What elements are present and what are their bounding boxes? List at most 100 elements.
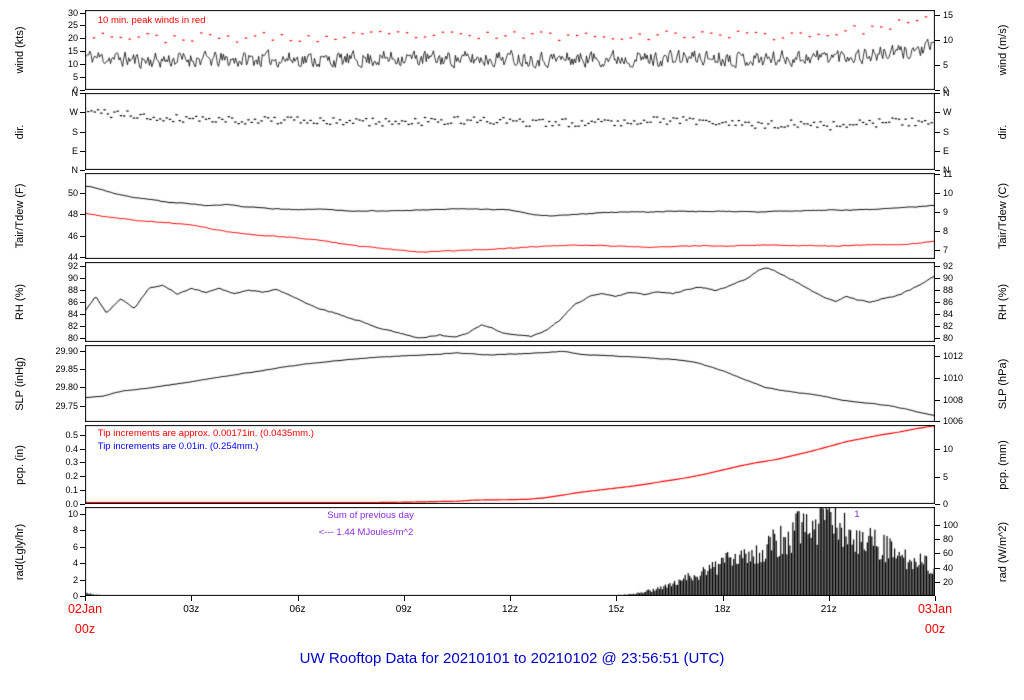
slp-ytick-right xyxy=(935,421,940,423)
rad-ytick-label-left: 2 xyxy=(72,574,78,585)
rh-ytick-left xyxy=(80,302,85,303)
dir-plot-canvas xyxy=(85,93,935,170)
rad-ytick-left xyxy=(80,546,85,548)
dir-ytick-label-left: N xyxy=(71,165,79,175)
x-tick xyxy=(828,596,830,601)
pcp-ytick-label-right: 5 xyxy=(943,471,949,482)
x-tick xyxy=(297,596,299,601)
rh-ytick-label-left: 80 xyxy=(67,333,78,344)
dir-ytick-label-right: E xyxy=(943,145,950,156)
slp-ytick-left xyxy=(80,368,85,370)
panel-rh xyxy=(85,262,935,342)
rh-ytick-left xyxy=(80,338,85,340)
dir-ytick-right xyxy=(935,93,940,94)
temp-ytick-left xyxy=(80,193,85,195)
wind-ytick-label-left: 0 xyxy=(72,85,78,95)
pcp-ytick-right xyxy=(935,476,940,478)
x-tick-label: 12z xyxy=(501,604,519,615)
temp-ylabel-right: Tair/Tdew (C) xyxy=(997,182,1009,250)
chart-title: UW Rooftop Data for 20210101 to 20210102… xyxy=(299,650,725,667)
rh-ytick-right xyxy=(935,326,940,328)
rh-ytick-label-left: 86 xyxy=(67,297,78,307)
dir-ytick-right xyxy=(935,150,940,152)
temp-ytick-label-right: 7 xyxy=(943,245,949,256)
pcp-ytick-left xyxy=(80,448,85,450)
pcp-annotation-0: Tip increments are approx. 0.00171in. (0… xyxy=(97,428,314,440)
panel-rad xyxy=(85,507,935,596)
panel-slp xyxy=(85,345,935,422)
pcp-ylabel-right: pcp. (mm) xyxy=(997,439,1009,490)
pcp-ytick-label-left: 0.0 xyxy=(65,499,78,509)
rh-ytick-left xyxy=(80,326,85,328)
rad-ytick-label-right: 40 xyxy=(943,562,954,573)
dir-ytick-right xyxy=(935,112,940,114)
x-tick-label: 06z xyxy=(289,604,306,615)
rad-ytick-label-right: 80 xyxy=(943,534,954,545)
temp-ytick-label-left: 48 xyxy=(67,209,78,220)
panel-pcp xyxy=(85,425,935,504)
dir-ytick-label-right: S xyxy=(943,126,950,137)
rh-ytick-label-right: 88 xyxy=(943,284,954,295)
wind-annotation-0: 10 min. peak winds in red xyxy=(97,14,206,26)
wind-ytick-label-right: 10 xyxy=(943,34,954,45)
rh-ytick-label-right: 90 xyxy=(943,272,954,283)
rh-ytick-left xyxy=(80,289,85,291)
rh-ytick-right xyxy=(935,277,940,279)
slp-plot-canvas xyxy=(85,345,935,422)
slp-ylabel-left: SLP (inHg) xyxy=(14,356,26,411)
x-end-label-hour: 00z xyxy=(924,622,946,636)
x-tick xyxy=(85,596,86,601)
rh-ytick-label-left: 92 xyxy=(67,260,78,271)
rad-ytick-left xyxy=(80,596,85,597)
rad-ytick-right xyxy=(935,567,940,569)
pcp-ytick-left xyxy=(80,490,85,492)
panel-dir xyxy=(85,93,935,170)
dir-ytick-left xyxy=(80,112,85,114)
rh-ytick-label-left: 82 xyxy=(67,321,78,332)
pcp-annotation-1: Tip increments are 0.01in. (0.254mm.) xyxy=(97,440,259,452)
x-tick xyxy=(403,596,405,601)
x-tick xyxy=(616,596,618,601)
wind-ytick-right xyxy=(935,90,940,91)
wind-ylabel-left: wind (kts) xyxy=(14,26,26,74)
slp-ytick-label-right: 1010 xyxy=(943,373,964,384)
pcp-plot-canvas xyxy=(85,425,935,504)
temp-ytick-left xyxy=(80,235,85,237)
dir-ytick-left xyxy=(80,93,85,94)
pcp-ytick-right xyxy=(935,504,940,505)
pcp-ylabel-left: pcp. (in) xyxy=(14,444,26,485)
dir-ytick-label-left: N xyxy=(71,88,79,98)
rh-ytick-right xyxy=(935,289,940,291)
dir-ytick-label-left: E xyxy=(71,145,78,156)
x-end-label-date: 03Jan xyxy=(917,602,953,616)
rad-annotation-1: <--- 1.44 MJoules/m^2 xyxy=(318,526,414,538)
pcp-ytick-label-left: 0.5 xyxy=(65,429,78,440)
rh-ytick-right xyxy=(935,265,940,267)
temp-ytick-right xyxy=(935,250,940,252)
rad-ytick-label-left: 10 xyxy=(67,508,78,519)
panel-temp xyxy=(85,173,935,259)
rad-ytick-label-left: 0 xyxy=(72,591,78,601)
temp-ytick-label-right: 10 xyxy=(943,188,954,199)
panel-wind xyxy=(85,10,935,90)
wind-ytick-label-left: 10 xyxy=(67,59,78,70)
rad-ytick-label-right: 100 xyxy=(943,520,959,531)
slp-ytick-left xyxy=(80,350,85,352)
x-tick-label: 18z xyxy=(714,604,731,615)
dir-ytick-label-left: S xyxy=(71,126,78,137)
rh-ytick-left xyxy=(80,265,85,267)
slp-ytick-label-left: 29.85 xyxy=(55,363,78,374)
pcp-ytick-right xyxy=(935,449,940,451)
wind-ytick-left xyxy=(80,38,85,40)
temp-ytick-right xyxy=(935,193,940,195)
rad-ytick-right xyxy=(935,539,940,541)
wind-ytick-label-left: 20 xyxy=(67,33,78,44)
x-start-label-date: 02Jan xyxy=(67,602,103,616)
pcp-ytick-label-left: 0.2 xyxy=(65,471,78,482)
pcp-ytick-label-left: 0.1 xyxy=(65,485,78,496)
rad-ylabel-left: rad(Lgly/hr) xyxy=(14,523,26,580)
rh-ytick-left xyxy=(80,314,85,316)
rad-ytick-right xyxy=(935,581,940,583)
slp-ylabel-right: SLP (hPa) xyxy=(997,358,1009,409)
